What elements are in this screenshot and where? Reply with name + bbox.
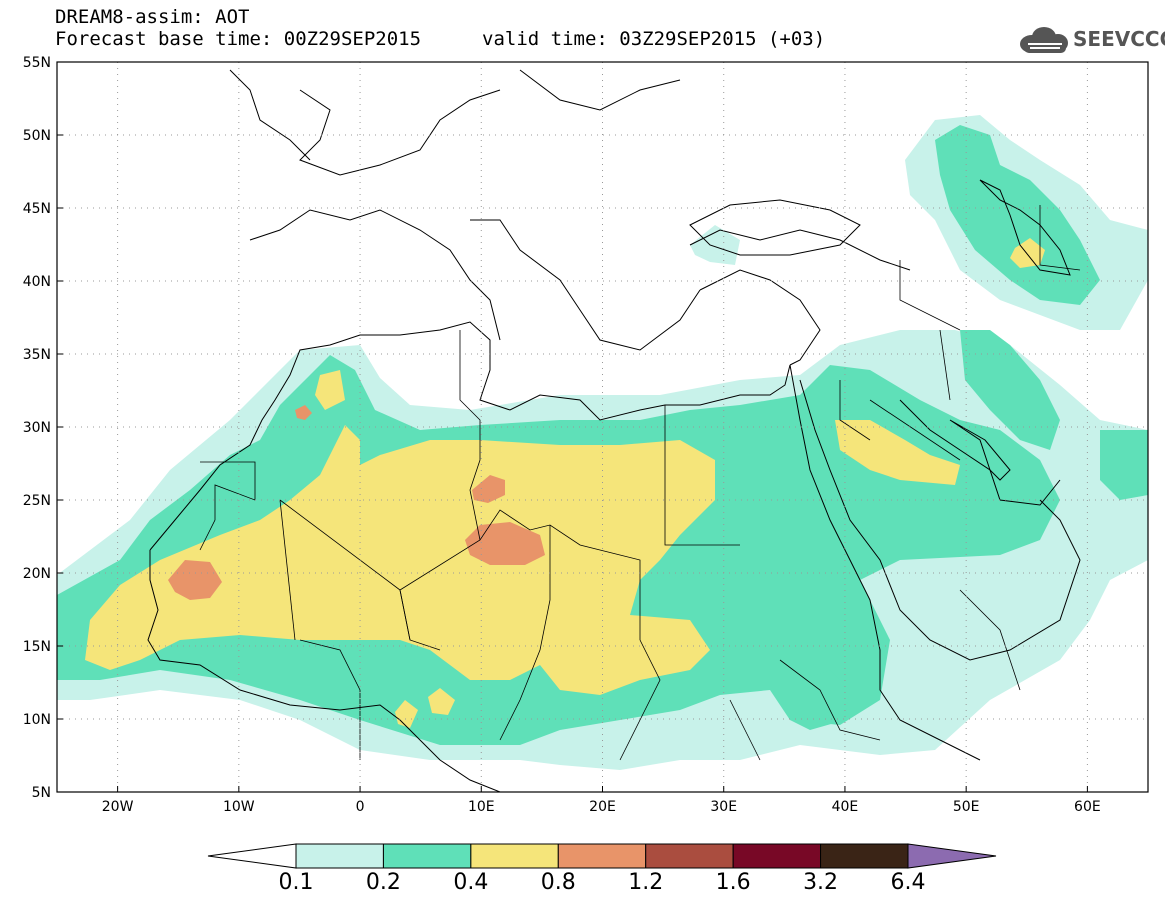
aot-field: [57, 115, 1148, 770]
legend-swatch: [820, 843, 909, 869]
lon-tick-label: 60E: [1074, 799, 1101, 815]
aot-level-0-4: [85, 238, 1045, 728]
lon-tick-label: 10W: [223, 799, 255, 815]
coastlines: [147, 69, 1081, 792]
color-legend: 0.1 0.2 0.4 0.8 1.2 1.6 3.2 6.4: [207, 843, 997, 895]
lat-tick-label: 5N: [32, 785, 51, 801]
legend-swatch: [470, 843, 559, 869]
lat-tick-label: 20N: [23, 566, 51, 582]
legend-label: 0.1: [279, 870, 314, 895]
forecast-base-time: Forecast base time: 00Z29SEP2015: [55, 28, 422, 50]
legend-label: 0.4: [453, 870, 488, 895]
lon-tick-label: 10E: [468, 799, 495, 815]
legend-label: 6.4: [891, 870, 926, 895]
lon-tick-label: 30E: [710, 799, 737, 815]
valid-time: valid time: 03Z29SEP2015 (+03): [482, 28, 826, 50]
lat-tick-label: 40N: [23, 274, 51, 290]
lat-tick-label: 15N: [23, 639, 51, 655]
lat-tick-label: 25N: [23, 493, 51, 509]
legend-swatch: [732, 843, 822, 869]
legend-swatch: [645, 843, 734, 869]
lon-tick-label: 50E: [953, 799, 980, 815]
cloud-logo-icon: [1020, 27, 1068, 53]
lon-tick-label: 20E: [589, 799, 616, 815]
longitude-axis: 20W 10W 0 10E 20E 30E 40E 50E 60E: [102, 786, 1101, 815]
lon-tick-label: 20W: [102, 799, 134, 815]
legend-label: 1.6: [716, 870, 751, 895]
legend-label: 1.2: [628, 870, 663, 895]
lon-tick-label: 0: [356, 799, 365, 815]
lat-tick-label: 55N: [23, 55, 51, 71]
legend-swatch: [382, 843, 472, 869]
lat-tick-label: 35N: [23, 347, 51, 363]
legend-label: 0.8: [541, 870, 576, 895]
legend-over-arrow: [907, 843, 997, 869]
legend-label: 3.2: [803, 870, 838, 895]
legend-swatch: [295, 843, 384, 869]
lat-tick-label: 10N: [23, 712, 51, 728]
lon-tick-label: 40E: [832, 799, 859, 815]
lat-tick-label: 45N: [23, 201, 51, 217]
legend-label: 0.2: [366, 870, 401, 895]
legend-swatch: [557, 843, 647, 869]
latitude-axis: 55N 50N 45N 40N 35N 30N 25N 20N 15N 10N 5N: [23, 55, 63, 801]
map-title: DREAM8-assim: AOT: [55, 6, 250, 28]
country-borders: [199, 205, 1081, 761]
lat-tick-label: 30N: [23, 420, 51, 436]
lat-tick-label: 50N: [23, 128, 51, 144]
logo-text: SEEVCCC: [1073, 27, 1165, 51]
legend-under-arrow: [207, 843, 297, 869]
